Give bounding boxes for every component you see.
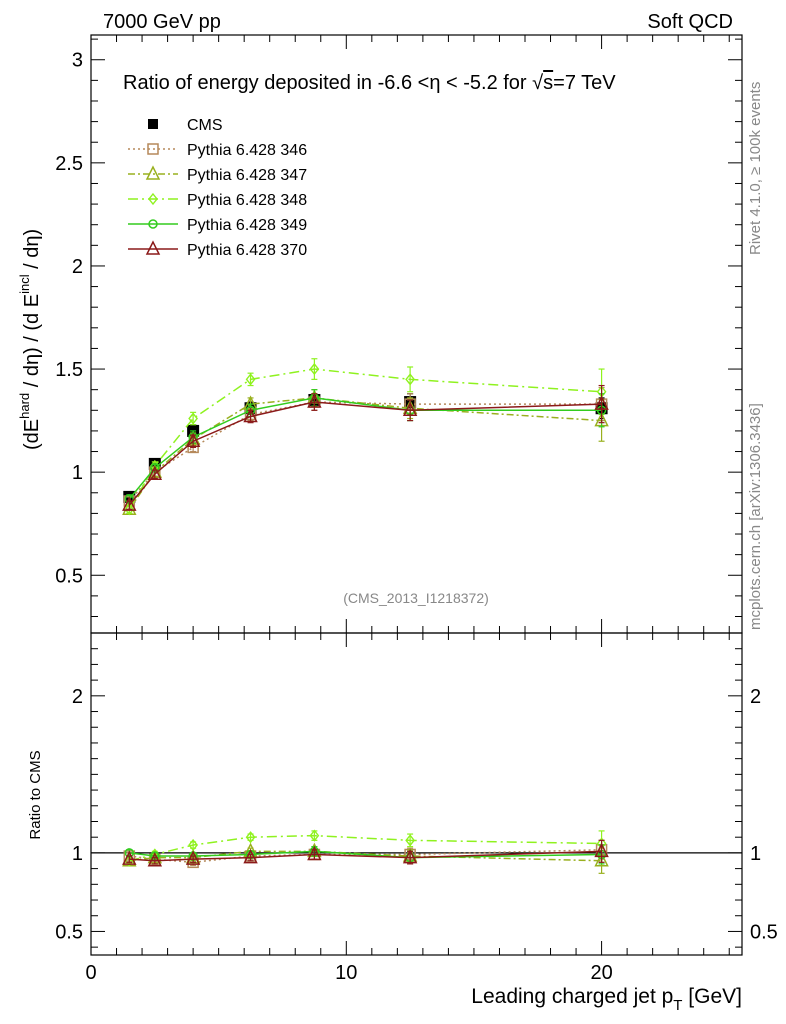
ratio-xtick-label: 20 bbox=[590, 962, 612, 984]
y-axis-label: (dEhard / dη) / (d Eincl / dη) bbox=[17, 229, 43, 450]
main-point-p348 bbox=[245, 373, 256, 386]
ratio-ytick-label: 0.5 bbox=[55, 921, 83, 943]
ratio-point-p370 bbox=[402, 848, 418, 864]
ratio-point-p370 bbox=[122, 850, 137, 865]
main-point-p370 bbox=[122, 496, 137, 511]
ylabel-c: / dη) bbox=[21, 229, 43, 275]
legend-marker-cms bbox=[148, 119, 158, 129]
xlabel-main: Leading charged jet p bbox=[471, 985, 673, 1008]
main-point-p370 bbox=[147, 465, 163, 480]
main-point-p348 bbox=[405, 373, 416, 386]
main-ytick-label: 2 bbox=[72, 256, 83, 278]
main-tick-labels: 0.5 1 1.5 2 2.5 3 bbox=[55, 50, 83, 588]
analysis-watermark: (CMS_2013_I1218372) bbox=[343, 590, 489, 606]
main-line-p348 bbox=[128, 368, 602, 510]
ratio-point-p348 bbox=[188, 838, 199, 852]
main-point-p370 bbox=[402, 401, 418, 417]
legend-item-p346: Pythia 6.428 346 bbox=[128, 142, 307, 159]
main-axis-ticks bbox=[90, 35, 742, 633]
legend-marker-p370 bbox=[145, 240, 161, 255]
main-ytick-label: 2.5 bbox=[55, 153, 83, 175]
legend-marker-p346 bbox=[147, 143, 159, 155]
legend-marker-p347 bbox=[145, 165, 161, 180]
legend-label-p349: Pythia 6.428 349 bbox=[187, 217, 307, 234]
xlabel-unit: [GeV] bbox=[682, 985, 742, 1008]
ratio-ytick-label-right: 2 bbox=[750, 686, 761, 708]
ratio-point-p370 bbox=[594, 842, 609, 858]
main-panel: 0.5 1 1.5 2 2.5 3 Ratio of energy deposited i… bbox=[17, 34, 743, 634]
title-sqrt: √ bbox=[532, 72, 543, 94]
ylabel-sup1: hard bbox=[17, 393, 32, 419]
legend-label-cms: CMS bbox=[187, 117, 223, 134]
title-eta1: η bbox=[429, 72, 440, 94]
main-ytick-label: 1.5 bbox=[55, 359, 83, 381]
ratio-point-p348 bbox=[245, 831, 256, 844]
ratio-point-p347 bbox=[594, 852, 609, 867]
main-point-p370 bbox=[243, 407, 258, 423]
mcplots-label: mcplots.cern.ch [arXiv:1306.3436] bbox=[747, 403, 764, 630]
legend-item-p349: Pythia 6.428 349 bbox=[128, 217, 307, 234]
legend-item-p370: Pythia 6.428 370 bbox=[128, 240, 307, 259]
main-series-group bbox=[122, 358, 609, 516]
ratio-point-p348 bbox=[405, 834, 416, 847]
ylabel-a: (dE bbox=[21, 419, 43, 450]
ratio-frame bbox=[90, 632, 743, 956]
legend-item-p347: Pythia 6.428 347 bbox=[128, 165, 307, 184]
main-line-p347 bbox=[128, 397, 602, 510]
process-label: Soft QCD bbox=[647, 11, 733, 33]
chart-title: Ratio of energy deposited in -6.6 <η < -… bbox=[123, 72, 616, 94]
main-point-p370 bbox=[185, 432, 201, 447]
legend: CMS Pythia 6.428 346 Pythia 6.428 347 Pythi… bbox=[128, 117, 307, 259]
legend-marker-p349 bbox=[148, 219, 158, 229]
main-ytick-label: 0.5 bbox=[55, 565, 83, 587]
main-ytick-label: 1 bbox=[72, 462, 83, 484]
ratio-series-p370 bbox=[122, 839, 609, 867]
main-point-p370 bbox=[594, 395, 609, 410]
ratio-tick-labels: 0.5 0.51 12 20 10 20 bbox=[55, 686, 778, 984]
ylabel-sup2: incl bbox=[17, 274, 32, 294]
rivet-label: Rivet 4.1.0, ≥ 100k events bbox=[747, 82, 764, 255]
ratio-point-p348 bbox=[309, 829, 320, 842]
main-point-p348 bbox=[309, 362, 320, 376]
xlabel-sub: T bbox=[673, 997, 682, 1014]
ratio-ytick-label: 1 bbox=[72, 843, 83, 865]
main-point-p348 bbox=[124, 503, 135, 516]
main-point-p348 bbox=[188, 412, 199, 425]
main-series-p370 bbox=[122, 384, 609, 511]
main-line-p370 bbox=[128, 401, 602, 506]
ratio-ytick-label-right: 0.5 bbox=[750, 921, 778, 943]
legend-label-p347: Pythia 6.428 347 bbox=[187, 167, 307, 184]
ratio-point-p370 bbox=[185, 850, 201, 865]
ratio-series-group bbox=[122, 829, 609, 874]
ylabel-b: / dη) / (d E bbox=[21, 294, 43, 393]
ratio-point-p370 bbox=[243, 848, 258, 864]
legend-label-p370: Pythia 6.428 370 bbox=[187, 242, 307, 259]
ratio-y-axis-label: Ratio to CMS bbox=[27, 750, 44, 839]
legend-label-p348: Pythia 6.428 348 bbox=[187, 192, 307, 209]
main-line-p346 bbox=[128, 401, 602, 502]
ratio-ytick-label: 2 bbox=[72, 686, 83, 708]
main-point-p370 bbox=[307, 393, 322, 408]
ratio-point-p370 bbox=[307, 845, 322, 861]
legend-label-p346: Pythia 6.428 346 bbox=[187, 142, 307, 159]
ratio-point-p370 bbox=[147, 852, 163, 867]
x-axis-label: Leading charged jet pT [GeV] bbox=[471, 985, 742, 1014]
title-post: =7 TeV bbox=[553, 72, 616, 94]
ratio-xtick-label: 10 bbox=[335, 962, 357, 984]
legend-item-cms: CMS bbox=[148, 117, 223, 134]
title-s: s bbox=[543, 72, 553, 94]
ratio-xtick-label: 0 bbox=[85, 962, 96, 984]
ratio-ytick-label-right: 1 bbox=[750, 843, 761, 865]
energy-label: 7000 GeV pp bbox=[103, 11, 221, 33]
legend-item-p348: Pythia 6.428 348 bbox=[128, 192, 307, 209]
title-pre: Ratio of energy deposited in -6.6 < bbox=[123, 72, 429, 94]
main-ytick-label: 3 bbox=[72, 50, 83, 72]
ratio-axis-ticks bbox=[90, 632, 742, 955]
legend-marker-p348 bbox=[148, 192, 158, 206]
title-mid: < -5.2 for bbox=[440, 72, 532, 94]
ratio-panel: 0.5 0.51 12 20 10 20 Ratio to CMS Leading cha… bbox=[27, 632, 778, 1014]
